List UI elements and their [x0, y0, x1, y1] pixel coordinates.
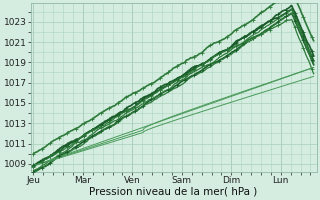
X-axis label: Pression niveau de la mer( hPa ): Pression niveau de la mer( hPa ) [90, 187, 258, 197]
